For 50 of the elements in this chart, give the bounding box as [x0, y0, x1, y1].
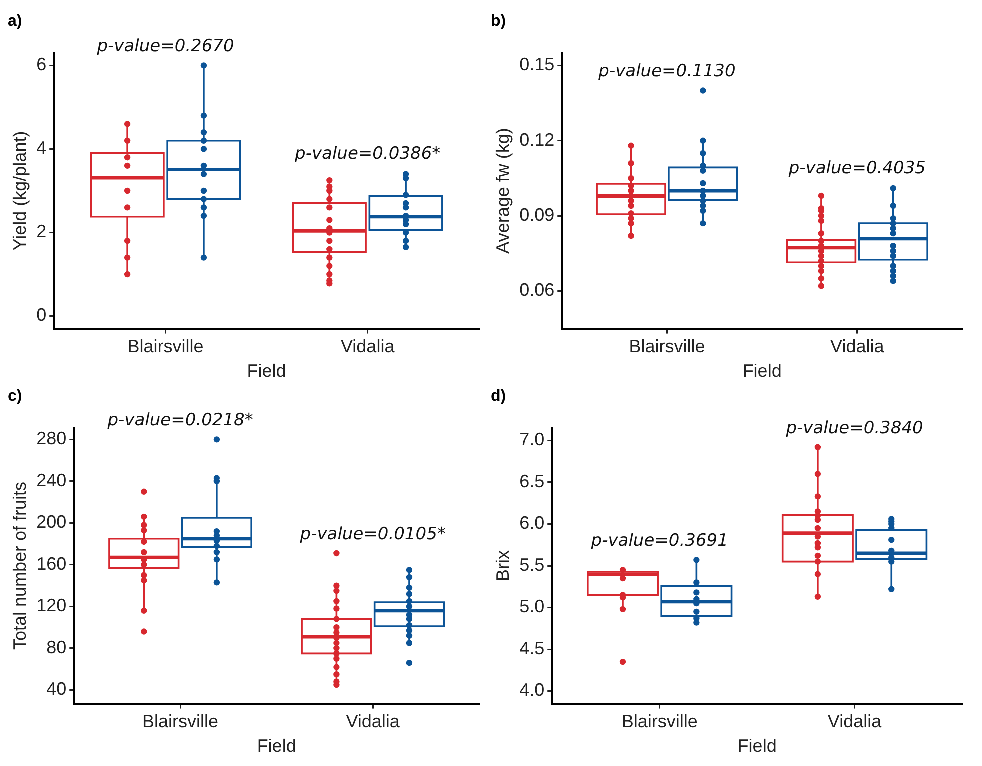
- y-tick-label: 200: [36, 512, 67, 532]
- y-tick-label: 40: [46, 679, 67, 700]
- chart-title: a): [8, 13, 22, 30]
- y-tick-label: 5.5: [520, 554, 545, 575]
- y-axis-title: Total number of fruits: [10, 482, 30, 650]
- y-axis-title: Average fw (kg): [492, 128, 513, 254]
- x-axis-title: Field: [257, 736, 296, 756]
- y-tick-label: 240: [36, 470, 67, 490]
- x-tick-label: Vidalia: [340, 336, 396, 357]
- y-tick-label: 4.0: [520, 680, 545, 700]
- y-tick-label: 80: [46, 637, 67, 658]
- annotation: p-value=0.0218*: [106, 410, 254, 431]
- x-axis-title: Field: [247, 361, 286, 382]
- y-axis-title: Brix: [492, 550, 513, 582]
- x-tick-label: Blairsville: [142, 712, 219, 732]
- y-tick-label: 6: [36, 54, 47, 75]
- y-tick-label: 120: [36, 596, 67, 616]
- y-tick-label: 6.0: [520, 513, 545, 534]
- x-axis-title: Field: [738, 736, 777, 756]
- x-tick-label: Blairsville: [629, 336, 706, 357]
- chart-title: d): [491, 388, 506, 406]
- y-tick-label: 2: [36, 222, 47, 242]
- y-tick-label: 160: [36, 554, 67, 574]
- x-axis-title: Field: [742, 361, 782, 382]
- y-tick-label: 5.0: [520, 596, 545, 617]
- y-tick-label: 0.09: [520, 205, 555, 226]
- annotation: p-value=0.3840: [785, 418, 924, 438]
- chart-title: b): [491, 13, 506, 30]
- annotation: p-value=0.1130: [598, 62, 736, 82]
- x-tick-label: Vidalia: [346, 712, 401, 732]
- chart-title: c): [8, 388, 22, 406]
- annotation: p-value=0.0386*: [294, 144, 441, 164]
- y-tick-label: 280: [36, 428, 67, 449]
- annotation: p-value=0.2670: [96, 36, 234, 57]
- y-tick-label: 0: [36, 305, 47, 326]
- annotation: p-value=0.4035: [788, 158, 926, 179]
- x-tick-label: Vidalia: [830, 336, 886, 357]
- y-tick-label: 0.12: [520, 130, 555, 150]
- x-tick-label: Vidalia: [828, 712, 883, 732]
- y-tick-label: 0.06: [520, 280, 555, 300]
- annotation: p-value=0.0105*: [299, 524, 446, 544]
- y-tick-label: 6.5: [520, 471, 545, 492]
- annotation: p-value=0.3691: [590, 531, 728, 552]
- y-axis-title: Yield (kg/plant): [10, 131, 30, 251]
- y-tick-label: 0.15: [520, 54, 555, 75]
- x-tick-label: Blairsville: [622, 712, 698, 732]
- y-tick-label: 4.5: [520, 638, 545, 658]
- y-tick-label: 4: [36, 138, 47, 158]
- x-tick-label: Blairsville: [128, 336, 204, 357]
- y-tick-label: 7.0: [520, 430, 545, 450]
